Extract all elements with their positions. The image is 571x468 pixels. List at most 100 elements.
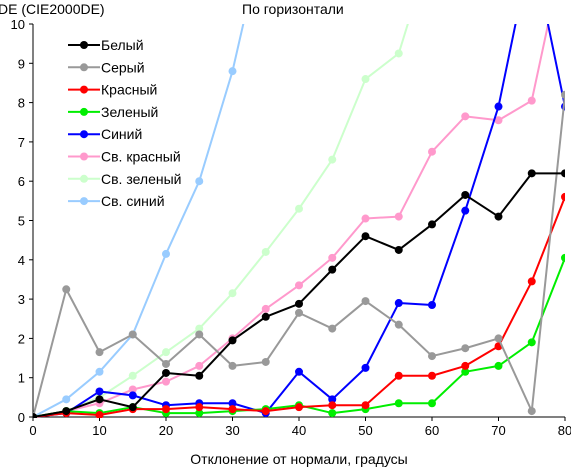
legend-swatch-marker: [80, 107, 88, 116]
y-tick-label: 2: [18, 331, 25, 346]
data-point: [195, 330, 204, 339]
legend-item: Красный: [68, 82, 157, 98]
data-point: [128, 403, 137, 412]
data-point: [228, 361, 237, 370]
data-point: [128, 391, 137, 400]
legend-label: Св. красный: [101, 149, 181, 165]
data-point: [428, 371, 436, 380]
data-point: [428, 352, 436, 361]
y-tick-label: 9: [18, 56, 25, 71]
data-point: [361, 214, 370, 223]
data-point: [494, 102, 503, 111]
data-point: [195, 361, 204, 370]
legend-label: Белый: [101, 37, 144, 53]
data-point: [494, 116, 503, 125]
data-point: [228, 399, 237, 408]
y-tick-label: 5: [18, 214, 25, 229]
data-point: [95, 395, 104, 404]
data-point: [561, 90, 565, 99]
y-axis-label: DE (CIE2000DE): [0, 1, 105, 17]
legend-swatch-marker: [80, 85, 88, 94]
y-tick-label: 0: [18, 410, 25, 425]
x-tick-label: 30: [225, 423, 239, 438]
series-layer: [33, 24, 565, 418]
legend-swatch-marker: [80, 174, 88, 183]
data-point: [527, 338, 536, 347]
data-point: [195, 403, 204, 412]
data-point: [328, 401, 337, 410]
data-point: [162, 405, 170, 414]
data-point: [494, 361, 503, 370]
data-point: [162, 359, 170, 368]
data-point: [295, 403, 303, 412]
legend-label: Синий: [101, 126, 142, 142]
data-point: [361, 297, 370, 306]
chart-title: По горизонтали: [242, 1, 344, 17]
data-point: [95, 411, 104, 418]
data-point: [561, 192, 565, 201]
data-point: [494, 212, 503, 221]
data-point: [261, 247, 270, 256]
data-point: [295, 367, 303, 376]
data-point: [62, 285, 71, 294]
legend-item: Синий: [68, 126, 142, 142]
data-point: [228, 67, 237, 76]
data-point: [494, 334, 503, 343]
data-point: [295, 204, 303, 213]
x-tick-label: 10: [92, 423, 106, 438]
legend-item: Зеленый: [68, 104, 158, 120]
data-point: [527, 96, 536, 105]
data-point: [361, 363, 370, 372]
data-point: [328, 155, 337, 164]
x-axis-label: Отклонение от нормали, градусы: [190, 451, 407, 467]
legend-item: Св. синий: [68, 193, 165, 209]
data-point: [295, 299, 303, 308]
data-point: [428, 147, 436, 156]
data-point: [461, 190, 470, 199]
data-point: [428, 300, 436, 309]
y-tick-label: 10: [11, 17, 25, 32]
data-point: [328, 395, 337, 404]
x-tick-label: 20: [159, 423, 173, 438]
x-tick-label: 0: [29, 423, 36, 438]
data-point: [162, 249, 170, 258]
legend-item: Белый: [68, 37, 144, 53]
data-point: [162, 348, 170, 357]
data-point: [228, 289, 237, 298]
data-point: [328, 265, 337, 274]
legend-swatch-marker: [80, 41, 88, 49]
legend-item: Св. зеленый: [68, 171, 181, 187]
data-point: [428, 399, 436, 408]
data-point: [461, 361, 470, 370]
data-point: [62, 407, 71, 416]
x-tick-label: 80: [558, 423, 571, 438]
y-tick-label: 4: [18, 253, 25, 268]
data-point: [62, 395, 71, 404]
series-0: [33, 169, 565, 418]
axes: 0 10 20 30 40 50 60 70 80 0 1 2 3 4 5 6 7 8 9 10: [11, 17, 571, 438]
legend-swatch-marker: [80, 152, 88, 161]
data-point: [195, 324, 204, 333]
data-point: [195, 371, 204, 380]
data-point: [95, 367, 104, 376]
data-point: [328, 409, 337, 418]
data-point: [394, 299, 403, 308]
data-point: [361, 232, 370, 241]
data-point: [394, 371, 403, 380]
data-point: [128, 371, 137, 380]
data-point: [461, 367, 470, 376]
data-point: [195, 177, 204, 186]
data-point: [261, 304, 270, 313]
legend-label: Св. зеленый: [101, 171, 181, 187]
y-tick-label: 1: [18, 371, 25, 386]
data-point: [527, 407, 536, 416]
data-point: [128, 330, 137, 339]
data-point: [162, 377, 170, 386]
data-point: [328, 324, 337, 333]
y-tick-label: 8: [18, 96, 25, 111]
legend-item: Св. красный: [68, 149, 181, 165]
data-point: [261, 407, 270, 416]
y-tick-label: 7: [18, 135, 25, 150]
series-7: [33, 24, 245, 418]
data-point: [195, 409, 204, 418]
